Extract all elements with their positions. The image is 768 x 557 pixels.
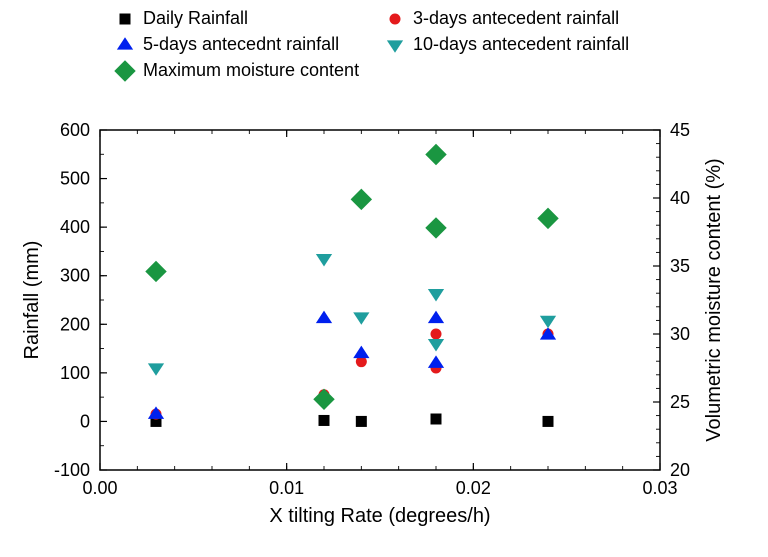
svg-text:40: 40 xyxy=(670,188,690,208)
svg-text:0.02: 0.02 xyxy=(456,478,491,498)
svg-text:0.00: 0.00 xyxy=(82,478,117,498)
svg-text:25: 25 xyxy=(670,392,690,412)
scatter-chart: 0.00 0.01 0.02 0.03 X tilting Rate (degrees/… xyxy=(0,0,768,557)
svg-text:20: 20 xyxy=(670,460,690,480)
svg-text:0.01: 0.01 xyxy=(269,478,304,498)
svg-text:Volumetric moisture content (%: Volumetric moisture content (%) xyxy=(703,158,725,441)
svg-text:Maximum moisture content: Maximum moisture content xyxy=(143,60,359,80)
svg-text:35: 35 xyxy=(670,256,690,276)
svg-text:X tilting Rate (degrees/h): X tilting Rate (degrees/h) xyxy=(269,505,490,527)
svg-text:-100: -100 xyxy=(54,460,90,480)
svg-text:0.03: 0.03 xyxy=(642,478,677,498)
svg-text:200: 200 xyxy=(60,314,90,334)
svg-text:300: 300 xyxy=(60,266,90,286)
svg-text:0: 0 xyxy=(80,411,90,431)
svg-text:500: 500 xyxy=(60,169,90,189)
svg-text:Daily Rainfall: Daily Rainfall xyxy=(143,8,248,28)
svg-text:30: 30 xyxy=(670,324,690,344)
svg-text:Rainfall (mm): Rainfall (mm) xyxy=(21,241,43,360)
svg-text:400: 400 xyxy=(60,217,90,237)
svg-text:3-days antecedent rainfall: 3-days antecedent rainfall xyxy=(413,8,619,28)
svg-text:100: 100 xyxy=(60,363,90,383)
svg-text:5-days antecednt rainfall: 5-days antecednt rainfall xyxy=(143,34,339,54)
svg-text:45: 45 xyxy=(670,120,690,140)
svg-text:600: 600 xyxy=(60,120,90,140)
svg-text:10-days antecedent rainfall: 10-days antecedent rainfall xyxy=(413,34,629,54)
